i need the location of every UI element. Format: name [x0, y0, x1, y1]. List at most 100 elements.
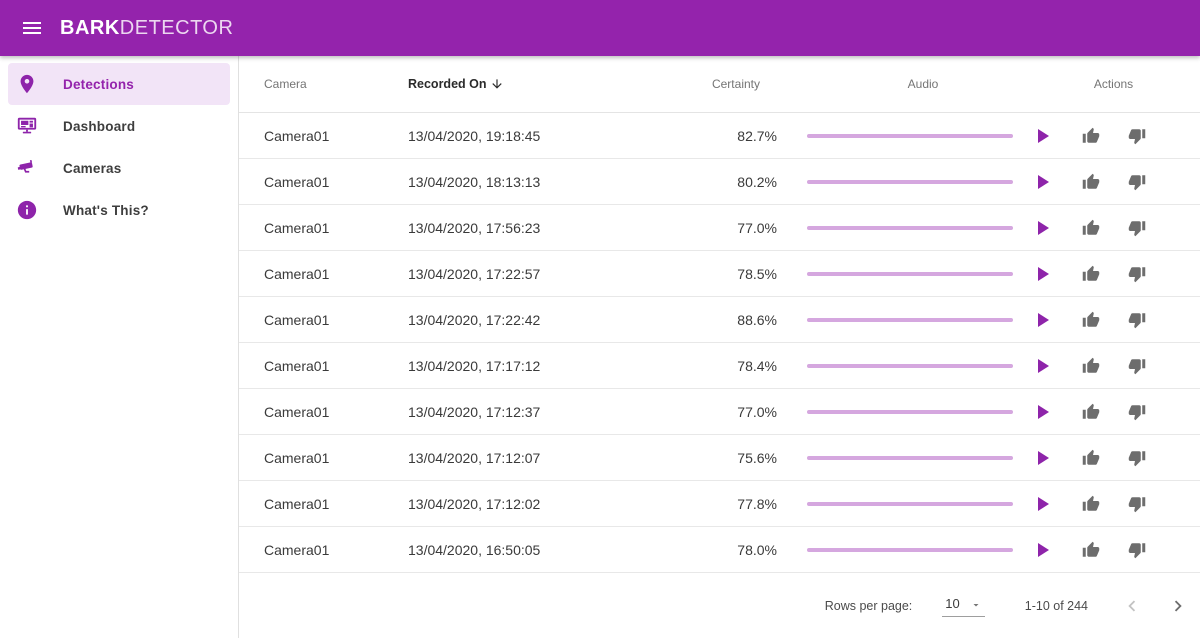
play-button[interactable]	[1027, 167, 1057, 197]
pagination-footer: Rows per page: 10 1-10 of 244	[239, 573, 1200, 638]
body-layout: Detections Dashboard	[0, 56, 1200, 638]
actions-cell	[1069, 442, 1200, 474]
thumbs-down-button[interactable]	[1121, 488, 1153, 520]
thumbs-up-icon	[1082, 127, 1100, 145]
play-button[interactable]	[1027, 397, 1057, 427]
thumbs-down-button[interactable]	[1121, 534, 1153, 566]
play-button[interactable]	[1027, 213, 1057, 243]
audio-progress-slider[interactable]	[807, 310, 1013, 330]
audio-progress-slider[interactable]	[807, 402, 1013, 422]
play-button[interactable]	[1027, 121, 1057, 151]
thumbs-up-button[interactable]	[1075, 304, 1107, 336]
menu-button[interactable]	[12, 8, 52, 48]
sidebar-item-dashboard[interactable]: Dashboard	[8, 105, 230, 147]
thumbs-down-button[interactable]	[1121, 396, 1153, 428]
camera-cell: Camera01	[264, 127, 330, 144]
info-icon	[15, 198, 39, 222]
audio-progress-slider[interactable]	[807, 126, 1013, 146]
table-header-row: Camera Recorded On Certainty Audio Actio…	[239, 56, 1200, 113]
rows-per-page-select[interactable]: 10	[942, 594, 985, 617]
certainty-cell: 78.4%	[737, 357, 777, 374]
app-title-light: DETECTOR	[119, 16, 234, 39]
column-header-camera[interactable]: Camera	[264, 77, 307, 91]
thumbs-up-button[interactable]	[1075, 442, 1107, 474]
audio-slider-track	[807, 547, 1013, 552]
thumbs-up-icon	[1082, 357, 1100, 375]
thumbs-up-icon	[1082, 449, 1100, 467]
sidebar-item-cameras[interactable]: Cameras	[8, 147, 230, 189]
sidebar-item-label: Cameras	[63, 160, 122, 176]
thumbs-down-icon	[1128, 403, 1146, 421]
recorded-on-cell: 13/04/2020, 17:17:12	[408, 357, 541, 374]
sidebar-item-detections[interactable]: Detections	[8, 63, 230, 105]
actions-cell	[1069, 350, 1200, 382]
audio-slider-track	[807, 271, 1013, 276]
audio-progress-slider[interactable]	[807, 494, 1013, 514]
thumbs-up-icon	[1082, 173, 1100, 191]
thumbs-down-button[interactable]	[1121, 166, 1153, 198]
thumbs-up-button[interactable]	[1075, 350, 1107, 382]
thumbs-up-button[interactable]	[1075, 258, 1107, 290]
audio-slider-track	[807, 455, 1013, 460]
thumbs-up-button[interactable]	[1075, 396, 1107, 428]
thumbs-down-icon	[1128, 311, 1146, 329]
play-icon	[1030, 124, 1054, 148]
thumbs-up-button[interactable]	[1075, 534, 1107, 566]
thumbs-down-button[interactable]	[1121, 304, 1153, 336]
audio-slider-track	[807, 317, 1013, 322]
sidebar-item-whats-this[interactable]: What's This?	[8, 189, 230, 231]
audio-progress-slider[interactable]	[807, 356, 1013, 376]
play-button[interactable]	[1027, 443, 1057, 473]
sidebar: Detections Dashboard	[0, 56, 239, 638]
audio-progress-slider[interactable]	[807, 172, 1013, 192]
camera-cell: Camera01	[264, 357, 330, 374]
thumbs-up-button[interactable]	[1075, 488, 1107, 520]
thumbs-up-icon	[1082, 311, 1100, 329]
thumbs-down-button[interactable]	[1121, 212, 1153, 244]
camera-cell: Camera01	[264, 449, 330, 466]
recorded-on-cell: 13/04/2020, 18:13:13	[408, 173, 541, 190]
audio-cell	[777, 535, 1069, 565]
audio-progress-slider[interactable]	[807, 540, 1013, 560]
audio-slider-track	[807, 133, 1013, 138]
app-title: BARKDETECTOR	[60, 17, 233, 40]
audio-cell	[777, 167, 1069, 197]
play-button[interactable]	[1027, 259, 1057, 289]
audio-slider-track	[807, 363, 1013, 368]
thumbs-up-button[interactable]	[1075, 120, 1107, 152]
column-header-recorded-on[interactable]: Recorded On	[408, 77, 634, 91]
recorded-on-cell: 13/04/2020, 17:12:02	[408, 495, 541, 512]
thumbs-down-button[interactable]	[1121, 258, 1153, 290]
thumbs-up-button[interactable]	[1075, 166, 1107, 198]
table-row: Camera01 13/04/2020, 17:12:37 77.0%	[239, 389, 1200, 435]
play-button[interactable]	[1027, 535, 1057, 565]
actions-cell	[1069, 488, 1200, 520]
play-button[interactable]	[1027, 489, 1057, 519]
column-header-certainty[interactable]: Certainty	[711, 77, 760, 91]
thumbs-down-button[interactable]	[1121, 442, 1153, 474]
thumbs-down-button[interactable]	[1121, 350, 1153, 382]
thumbs-down-icon	[1128, 265, 1146, 283]
actions-cell	[1069, 212, 1200, 244]
table-row: Camera01 13/04/2020, 17:22:42 88.6%	[239, 297, 1200, 343]
app-bar: BARKDETECTOR	[0, 0, 1200, 56]
audio-progress-slider[interactable]	[807, 218, 1013, 238]
audio-cell	[777, 213, 1069, 243]
recorded-on-cell: 13/04/2020, 17:56:23	[408, 219, 541, 236]
table-row: Camera01 13/04/2020, 18:13:13 80.2%	[239, 159, 1200, 205]
previous-page-button[interactable]	[1114, 588, 1150, 624]
play-button[interactable]	[1027, 351, 1057, 381]
audio-progress-slider[interactable]	[807, 264, 1013, 284]
table-row: Camera01 13/04/2020, 17:17:12 78.4%	[239, 343, 1200, 389]
next-page-button[interactable]	[1160, 588, 1196, 624]
thumbs-down-icon	[1128, 449, 1146, 467]
play-icon	[1030, 216, 1054, 240]
audio-progress-slider[interactable]	[807, 448, 1013, 468]
hamburger-icon	[20, 16, 44, 40]
pagination-range-label: 1-10 of 244	[1024, 598, 1088, 613]
thumbs-up-button[interactable]	[1075, 212, 1107, 244]
play-button[interactable]	[1027, 305, 1057, 335]
caret-down-icon	[970, 599, 982, 611]
thumbs-down-button[interactable]	[1121, 120, 1153, 152]
